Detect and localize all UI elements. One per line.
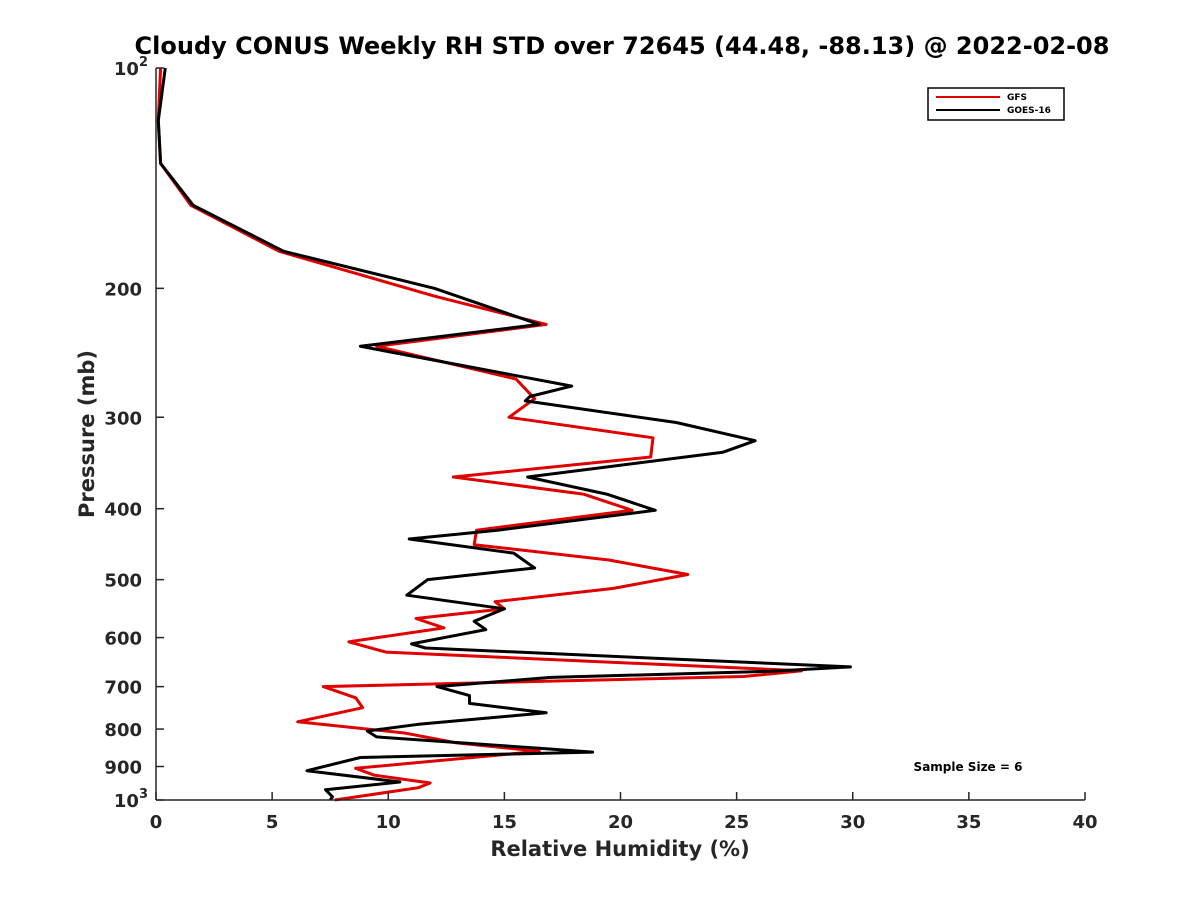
x-tick-label: 0 [150,812,163,833]
legend: GFS GOES-16 [927,87,1065,121]
y-tick-label: 600 [104,629,142,650]
legend-label-gfs: GFS [1007,93,1027,103]
x-axis-label: Relative Humidity (%) [490,837,749,861]
x-tick-label: 25 [724,812,749,833]
x-tick-label: 15 [492,812,517,833]
sample-size-annotation: Sample Size = 6 [914,760,1023,774]
legend-box [927,87,1065,121]
legend-label-goes16: GOES-16 [1007,106,1051,116]
chart-title: Cloudy CONUS Weekly RH STD over 72645 (4… [135,32,1110,60]
y-axis-label: Pressure (mb) [75,350,99,518]
y-tick-label: 800 [104,720,142,741]
series-line-gfs [156,67,804,802]
y-tick-label: 102 [114,55,148,80]
y-tick-label: 200 [104,279,142,300]
x-tick-label: 5 [266,812,279,833]
y-tick-label: 900 [104,758,142,779]
y-tick-label: 300 [104,408,142,429]
x-tick-label: 30 [840,812,865,833]
y-axis-ticks: 102 200 300 400 500 600 700 800 900 103 [104,55,164,812]
y-tick-label: 500 [104,571,142,592]
y-tick-label: 400 [104,500,142,521]
x-axis-ticks: 0 5 10 15 20 25 30 35 40 [150,792,1098,833]
x-tick-label: 10 [376,812,401,833]
series-line-goes16 [156,67,852,801]
series-layer [156,67,852,802]
x-tick-label: 35 [956,812,981,833]
y-tick-label: 700 [104,678,142,699]
x-tick-label: 20 [608,812,633,833]
y-tick-label: 103 [114,787,148,812]
x-tick-label: 40 [1072,812,1097,833]
